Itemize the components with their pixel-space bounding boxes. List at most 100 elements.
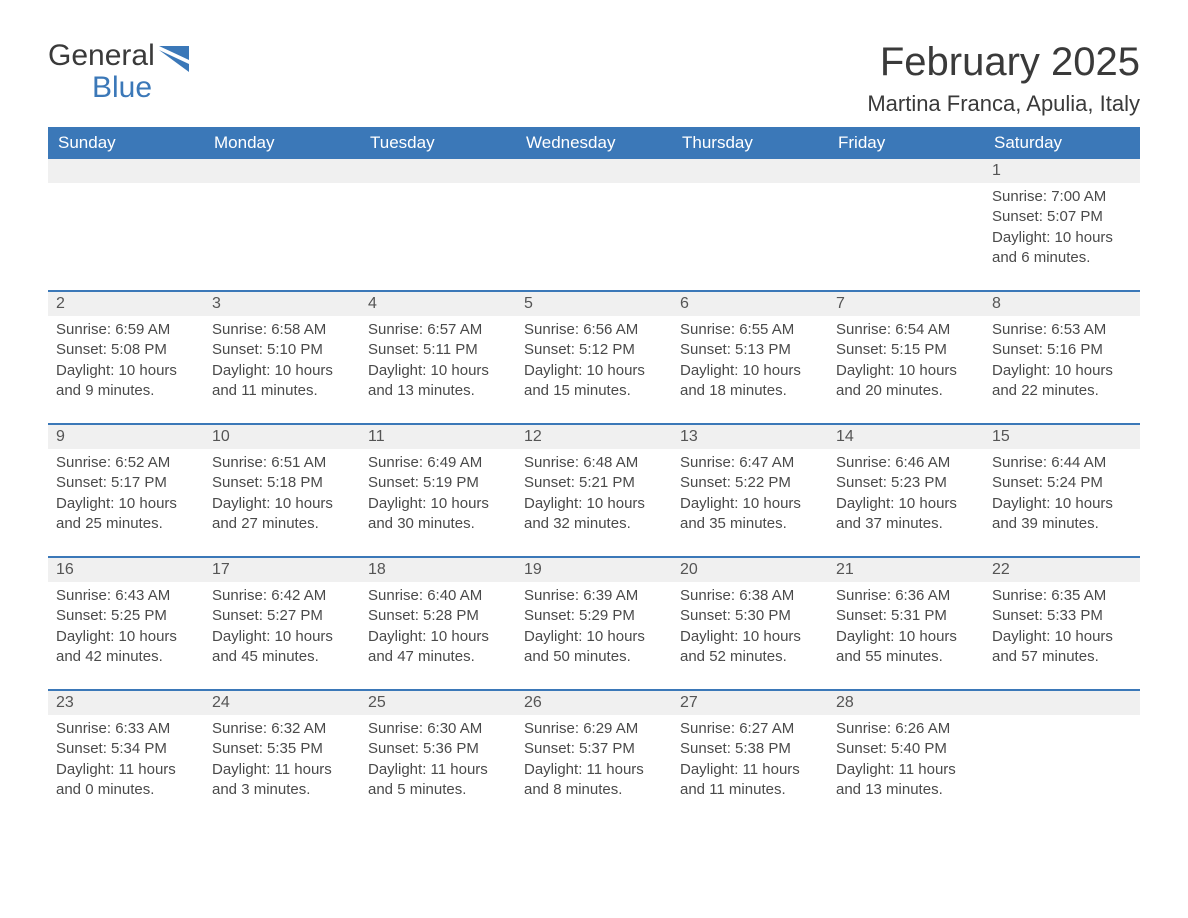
- day-cell: 26Sunrise: 6:29 AMSunset: 5:37 PMDayligh…: [516, 691, 672, 822]
- day-body: Sunrise: 7:00 AMSunset: 5:07 PMDaylight:…: [984, 183, 1140, 268]
- sunset-text: Sunset: 5:29 PM: [524, 606, 664, 626]
- daylight-text: Daylight: 10 hours and 47 minutes.: [368, 627, 508, 668]
- daylight-text: Daylight: 11 hours and 11 minutes.: [680, 760, 820, 801]
- day-body: Sunrise: 6:40 AMSunset: 5:28 PMDaylight:…: [360, 582, 516, 667]
- logo-blue-text: Blue: [92, 72, 155, 104]
- sunset-text: Sunset: 5:38 PM: [680, 739, 820, 759]
- day-number: 2: [48, 292, 204, 316]
- sunset-text: Sunset: 5:33 PM: [992, 606, 1132, 626]
- daylight-text: Daylight: 10 hours and 6 minutes.: [992, 228, 1132, 269]
- day-number: 24: [204, 691, 360, 715]
- sunset-text: Sunset: 5:30 PM: [680, 606, 820, 626]
- day-body: Sunrise: 6:32 AMSunset: 5:35 PMDaylight:…: [204, 715, 360, 800]
- month-title: February 2025: [867, 40, 1140, 85]
- sunrise-text: Sunrise: 6:26 AM: [836, 719, 976, 739]
- sunrise-text: Sunrise: 6:51 AM: [212, 453, 352, 473]
- daylight-text: Daylight: 10 hours and 50 minutes.: [524, 627, 664, 668]
- sunrise-text: Sunrise: 7:00 AM: [992, 187, 1132, 207]
- day-cell: 24Sunrise: 6:32 AMSunset: 5:35 PMDayligh…: [204, 691, 360, 822]
- daylight-text: Daylight: 10 hours and 11 minutes.: [212, 361, 352, 402]
- day-cell: 19Sunrise: 6:39 AMSunset: 5:29 PMDayligh…: [516, 558, 672, 689]
- day-number: 17: [204, 558, 360, 582]
- day-cell: 27Sunrise: 6:27 AMSunset: 5:38 PMDayligh…: [672, 691, 828, 822]
- daylight-text: Daylight: 10 hours and 45 minutes.: [212, 627, 352, 668]
- day-number: 16: [48, 558, 204, 582]
- daylight-text: Daylight: 10 hours and 25 minutes.: [56, 494, 196, 535]
- day-body: Sunrise: 6:42 AMSunset: 5:27 PMDaylight:…: [204, 582, 360, 667]
- day-number: [672, 159, 828, 183]
- day-cell: 14 Sunrise: 6:46 AMSunset: 5:23 PMDayligh…: [828, 425, 984, 556]
- day-cell: 18Sunrise: 6:40 AMSunset: 5:28 PMDayligh…: [360, 558, 516, 689]
- daylight-text: Daylight: 10 hours and 35 minutes.: [680, 494, 820, 535]
- day-cell: 25Sunrise: 6:30 AMSunset: 5:36 PMDayligh…: [360, 691, 516, 822]
- day-cell: [204, 159, 360, 290]
- day-body: Sunrise: 6:29 AMSunset: 5:37 PMDaylight:…: [516, 715, 672, 800]
- sunrise-text: Sunrise: 6:56 AM: [524, 320, 664, 340]
- sunrise-text: Sunrise: 6:44 AM: [992, 453, 1132, 473]
- day-cell: 28Sunrise: 6:26 AMSunset: 5:40 PMDayligh…: [828, 691, 984, 822]
- sunrise-text: Sunrise: 6:42 AM: [212, 586, 352, 606]
- sunset-text: Sunset: 5:25 PM: [56, 606, 196, 626]
- sunrise-text: Sunrise: 6:46 AM: [836, 453, 976, 473]
- day-cell: [984, 691, 1140, 822]
- day-cell: 21Sunrise: 6:36 AMSunset: 5:31 PMDayligh…: [828, 558, 984, 689]
- day-cell: 23Sunrise: 6:33 AMSunset: 5:34 PMDayligh…: [48, 691, 204, 822]
- day-cell: 5Sunrise: 6:56 AMSunset: 5:12 PMDaylight…: [516, 292, 672, 423]
- daylight-text: Daylight: 10 hours and 37 minutes.: [836, 494, 976, 535]
- day-cell: 12Sunrise: 6:48 AMSunset: 5:21 PMDayligh…: [516, 425, 672, 556]
- day-body: Sunrise: 6:49 AMSunset: 5:19 PMDaylight:…: [360, 449, 516, 534]
- day-number: 12: [516, 425, 672, 449]
- sunset-text: Sunset: 5:08 PM: [56, 340, 196, 360]
- daylight-text: Daylight: 10 hours and 20 minutes.: [836, 361, 976, 402]
- day-body: Sunrise: 6:56 AMSunset: 5:12 PMDaylight:…: [516, 316, 672, 401]
- day-cell: 2Sunrise: 6:59 AMSunset: 5:08 PMDaylight…: [48, 292, 204, 423]
- logo-flag-icon: [159, 46, 193, 72]
- day-body: Sunrise: 6:30 AMSunset: 5:36 PMDaylight:…: [360, 715, 516, 800]
- sunrise-text: Sunrise: 6:33 AM: [56, 719, 196, 739]
- sunset-text: Sunset: 5:22 PM: [680, 473, 820, 493]
- day-cell: 3Sunrise: 6:58 AMSunset: 5:10 PMDaylight…: [204, 292, 360, 423]
- daylight-text: Daylight: 10 hours and 57 minutes.: [992, 627, 1132, 668]
- day-cell: 10Sunrise: 6:51 AMSunset: 5:18 PMDayligh…: [204, 425, 360, 556]
- daylight-text: Daylight: 10 hours and 9 minutes.: [56, 361, 196, 402]
- daylight-text: Daylight: 10 hours and 39 minutes.: [992, 494, 1132, 535]
- day-number: [984, 691, 1140, 715]
- sunset-text: Sunset: 5:28 PM: [368, 606, 508, 626]
- location-text: Martina Franca, Apulia, Italy: [867, 91, 1140, 117]
- daylight-text: Daylight: 10 hours and 15 minutes.: [524, 361, 664, 402]
- sunrise-text: Sunrise: 6:58 AM: [212, 320, 352, 340]
- day-number: 5: [516, 292, 672, 316]
- day-number: [516, 159, 672, 183]
- daylight-text: Daylight: 10 hours and 13 minutes.: [368, 361, 508, 402]
- sunrise-text: Sunrise: 6:55 AM: [680, 320, 820, 340]
- day-body: Sunrise: 6:27 AMSunset: 5:38 PMDaylight:…: [672, 715, 828, 800]
- day-body: Sunrise: 6:57 AMSunset: 5:11 PMDaylight:…: [360, 316, 516, 401]
- day-number: 22: [984, 558, 1140, 582]
- daylight-text: Daylight: 11 hours and 3 minutes.: [212, 760, 352, 801]
- day-body: Sunrise: 6:35 AMSunset: 5:33 PMDaylight:…: [984, 582, 1140, 667]
- daylight-text: Daylight: 10 hours and 42 minutes.: [56, 627, 196, 668]
- day-number: 4: [360, 292, 516, 316]
- sunset-text: Sunset: 5:27 PM: [212, 606, 352, 626]
- day-number: [360, 159, 516, 183]
- day-body: Sunrise: 6:44 AMSunset: 5:24 PMDaylight:…: [984, 449, 1140, 534]
- day-number: 14: [828, 425, 984, 449]
- sunset-text: Sunset: 5:34 PM: [56, 739, 196, 759]
- day-header-cell: Monday: [204, 127, 360, 159]
- sunset-text: Sunset: 5:23 PM: [836, 473, 976, 493]
- day-number: 3: [204, 292, 360, 316]
- week-row: 1Sunrise: 7:00 AMSunset: 5:07 PMDaylight…: [48, 159, 1140, 290]
- day-number: 28: [828, 691, 984, 715]
- sunset-text: Sunset: 5:12 PM: [524, 340, 664, 360]
- day-number: 20: [672, 558, 828, 582]
- day-number: 10: [204, 425, 360, 449]
- day-body: Sunrise: 6:58 AMSunset: 5:10 PMDaylight:…: [204, 316, 360, 401]
- day-body: Sunrise: 6:52 AMSunset: 5:17 PMDaylight:…: [48, 449, 204, 534]
- sunrise-text: Sunrise: 6:29 AM: [524, 719, 664, 739]
- day-body: Sunrise: 6:39 AMSunset: 5:29 PMDaylight:…: [516, 582, 672, 667]
- day-header-cell: Wednesday: [516, 127, 672, 159]
- week-row: 9Sunrise: 6:52 AMSunset: 5:17 PMDaylight…: [48, 423, 1140, 556]
- day-number: 13: [672, 425, 828, 449]
- daylight-text: Daylight: 11 hours and 13 minutes.: [836, 760, 976, 801]
- day-number: 26: [516, 691, 672, 715]
